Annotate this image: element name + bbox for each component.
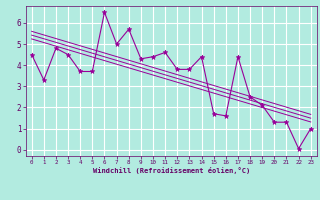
X-axis label: Windchill (Refroidissement éolien,°C): Windchill (Refroidissement éolien,°C) bbox=[92, 167, 250, 174]
